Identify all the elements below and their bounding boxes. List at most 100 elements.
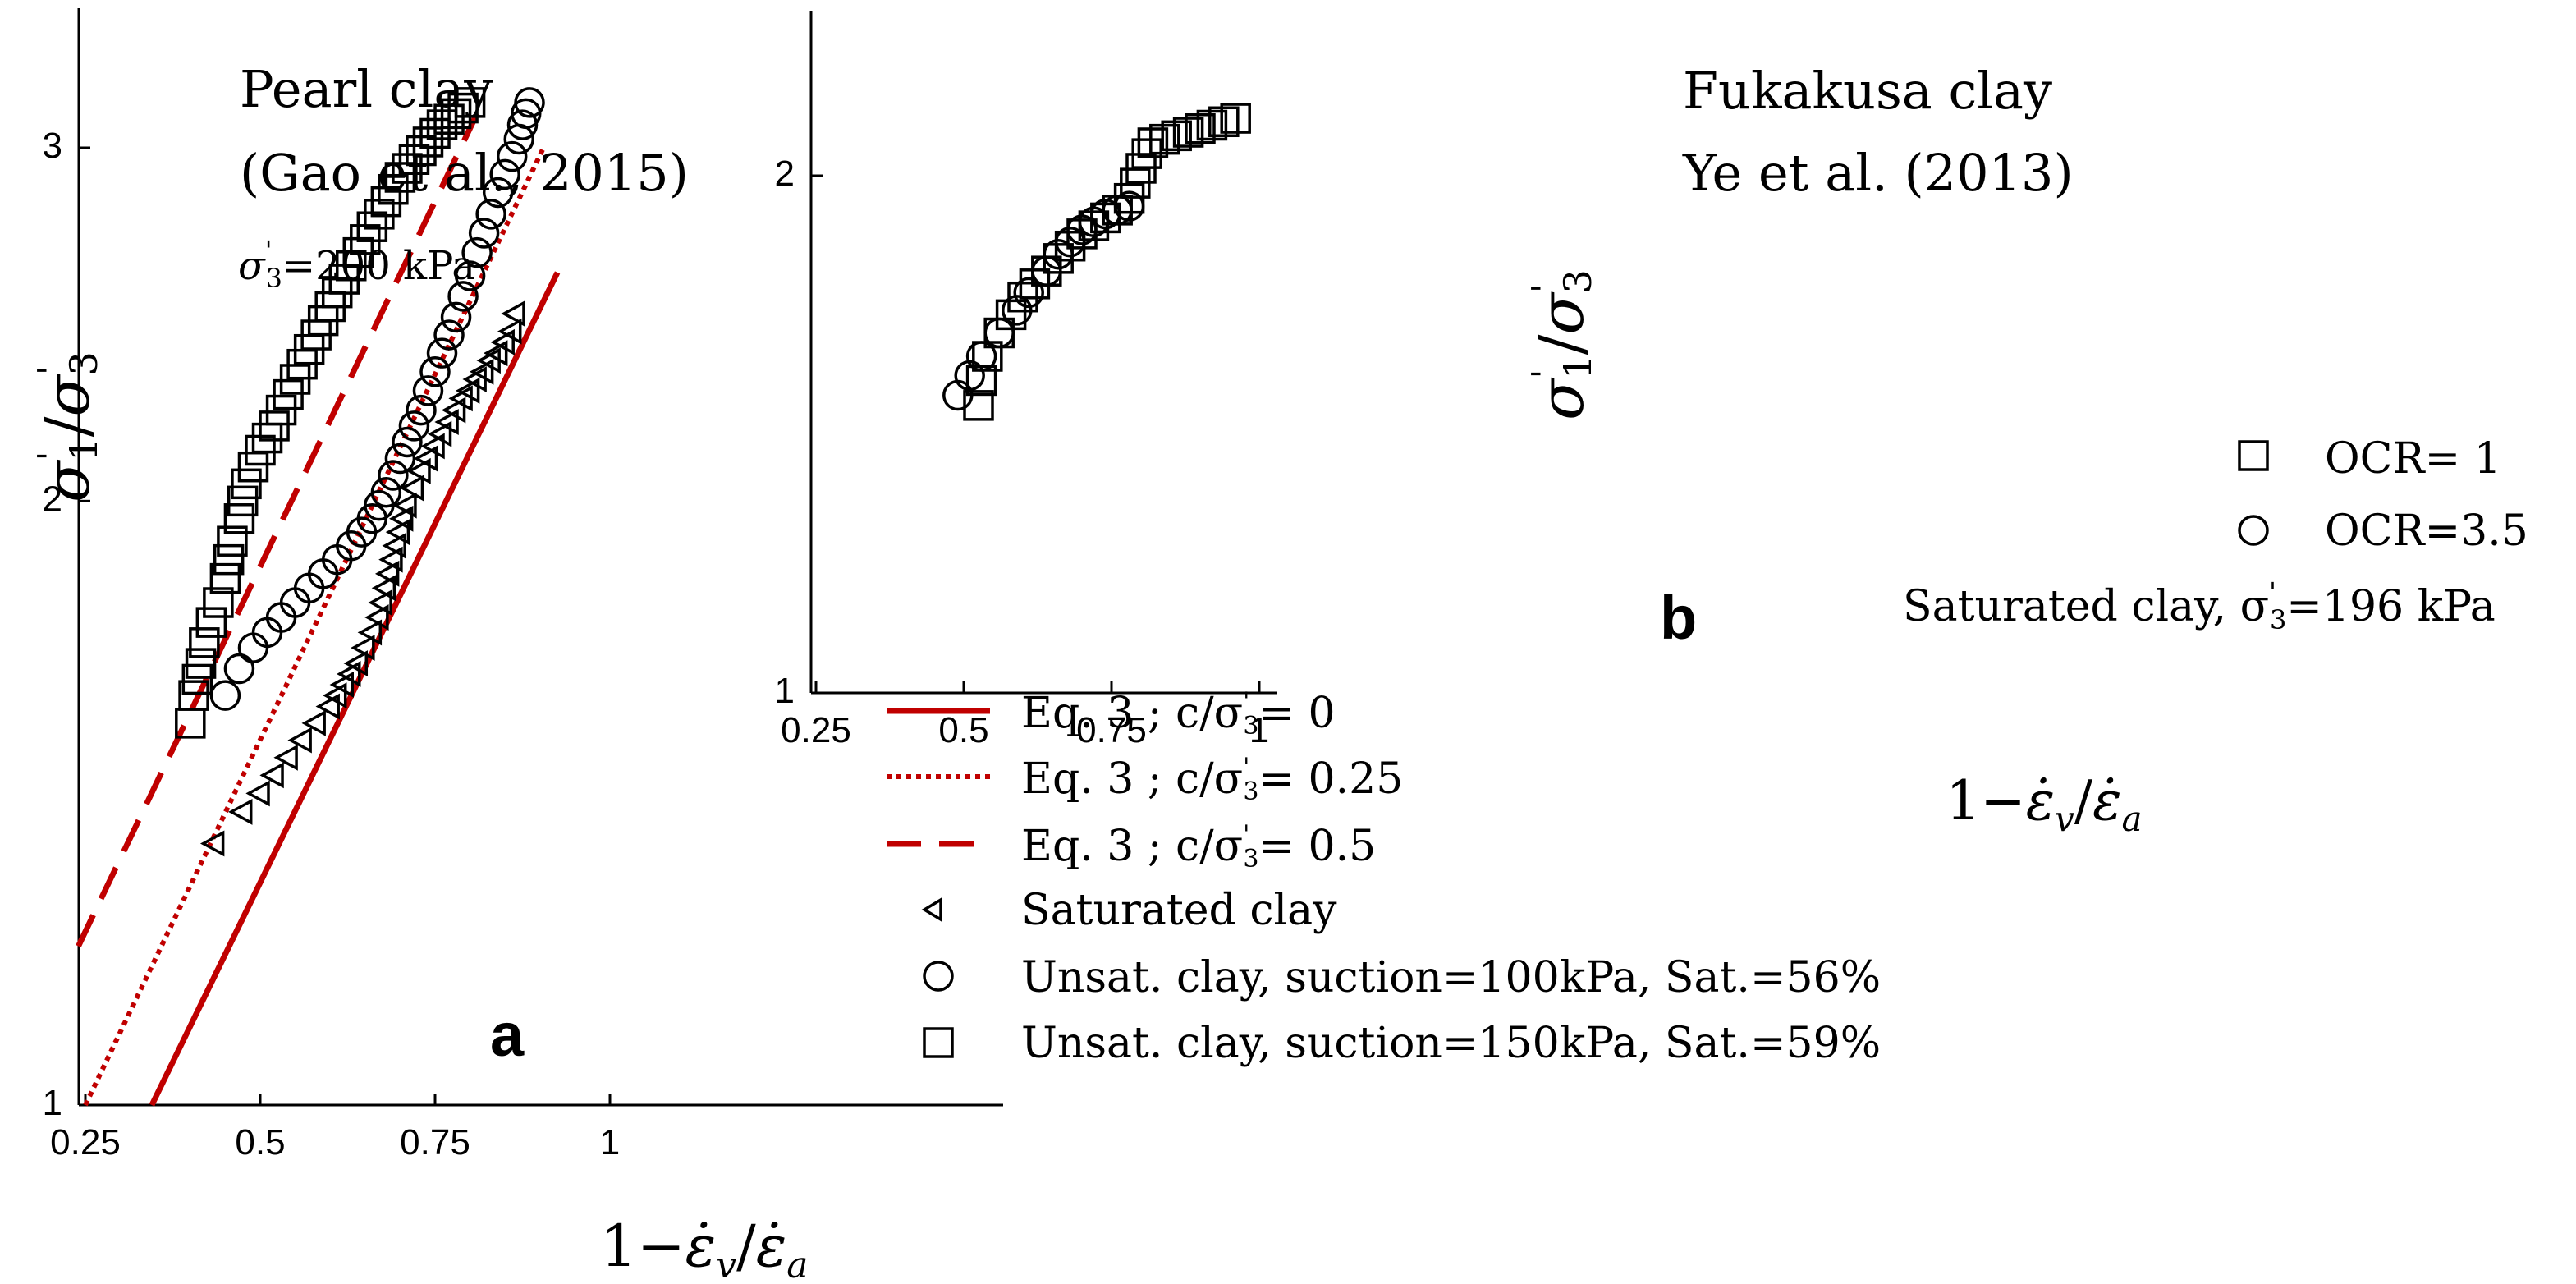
a-triangle-point bbox=[315, 693, 340, 720]
legend-label-unsat-100: Unsat. clay, suction=100kPa, Sat.=56% bbox=[1021, 953, 1881, 1002]
panel-b-note: Saturated clay, σ' 3=196 kPa bbox=[1903, 576, 2496, 635]
a-triangle-point bbox=[434, 409, 459, 435]
panel-b-title-line2: Ye et al. (2013) bbox=[1682, 143, 2074, 203]
a-circle-point bbox=[392, 426, 423, 458]
a-triangle-point bbox=[364, 604, 389, 631]
a-circle-point bbox=[412, 375, 444, 406]
panel-b-letter: b bbox=[1660, 584, 1697, 652]
b-square-point bbox=[1220, 103, 1251, 134]
panel-b-tick-labels: 0.25 0.5 0.75 1 1 2 bbox=[775, 154, 1270, 750]
b-circle-point bbox=[1043, 239, 1074, 270]
b-square-point bbox=[1172, 117, 1204, 148]
a-square-point bbox=[209, 562, 241, 594]
b-x-tick-label: 1 bbox=[1249, 710, 1269, 750]
a-circle-point bbox=[433, 319, 465, 351]
legend-marker-circle bbox=[923, 961, 954, 992]
panel-a-chart: 0.25 0.5 0.75 1 1 2 3 Pearl clay (Gao et al., … bbox=[30, 8, 1881, 1284]
b-y-tick-label: 1 bbox=[775, 671, 795, 711]
b-circle-point bbox=[1054, 226, 1086, 258]
legend-label-saturated: Saturated clay bbox=[1021, 886, 1337, 935]
panel-b-y-axis-label: σ'1/σ'3 bbox=[1524, 269, 1600, 420]
a-circle-point bbox=[468, 218, 500, 249]
a-triangle-point bbox=[228, 798, 253, 825]
panel-a-y-axis-label: σ'1/σ'3 bbox=[30, 351, 106, 502]
a-triangle-point bbox=[420, 433, 445, 460]
a-square-point bbox=[213, 543, 245, 576]
a-triangle-point bbox=[497, 318, 522, 345]
a-square-point bbox=[217, 525, 248, 557]
a-triangle-point bbox=[378, 546, 403, 573]
a-triangle-point bbox=[382, 532, 406, 559]
a-square-point bbox=[189, 627, 220, 658]
b-circle-point bbox=[965, 341, 997, 372]
a-square-point bbox=[265, 394, 297, 426]
a-triangle-point bbox=[199, 830, 225, 857]
a-circle-point bbox=[454, 260, 486, 291]
panel-b-markers bbox=[942, 103, 1251, 421]
b-x-tick-label: 0.75 bbox=[1076, 710, 1147, 750]
a-circle-point bbox=[406, 394, 437, 426]
legend-label-eq3-c025: Eq. 3 ; c/σ' 3= 0.25 bbox=[1021, 753, 1403, 806]
a-triangle-point bbox=[343, 650, 369, 677]
a-x-tick-label: 0.5 bbox=[235, 1122, 285, 1162]
legend-marker-square bbox=[923, 1027, 954, 1058]
a-circle-point bbox=[419, 356, 451, 387]
a-triangle-point bbox=[501, 300, 525, 327]
a-triangle-point bbox=[301, 709, 326, 736]
a-x-tick-label: 0.75 bbox=[400, 1122, 470, 1162]
a-y-tick-label: 1 bbox=[43, 1083, 62, 1123]
a-triangle-point bbox=[287, 727, 312, 754]
a-triangle-point bbox=[469, 358, 494, 385]
panel-b-chart: 0.25 0.5 0.75 1 1 2 Fukakusa clay Ye et al. (… bbox=[775, 11, 2528, 839]
a-circle-point bbox=[223, 653, 255, 685]
a-triangle-point bbox=[323, 682, 347, 709]
a-triangle-point bbox=[406, 457, 431, 484]
a-circle-point bbox=[398, 410, 430, 442]
legend-marker-square-ocr1 bbox=[2238, 440, 2269, 471]
a-triangle-point bbox=[329, 672, 354, 698]
a-square-point bbox=[227, 485, 259, 517]
a-triangle-point bbox=[441, 397, 466, 424]
a-x-tick-label: 0.25 bbox=[50, 1122, 121, 1162]
a-triangle-point bbox=[374, 560, 400, 587]
a-square-point bbox=[454, 87, 486, 118]
a-triangle-point bbox=[388, 505, 414, 532]
a-model-line-dashed bbox=[76, 112, 480, 948]
panel-a-letter: a bbox=[490, 1001, 525, 1069]
a-square-point bbox=[259, 410, 290, 442]
legend-label-eq3-c05: Eq. 3 ; c/σ' 3= 0.5 bbox=[1021, 820, 1376, 874]
panel-b-legend: OCR= 1 OCR=3.5 Saturated clay, σ' 3=196 k… bbox=[1903, 434, 2528, 635]
a-triangle-point bbox=[484, 340, 508, 367]
a-square-point bbox=[178, 680, 209, 711]
legend-label-unsat-150: Unsat. clay, suction=150kPa, Sat.=59% bbox=[1021, 1019, 1881, 1068]
b-square-point bbox=[963, 390, 994, 421]
a-square-point bbox=[203, 587, 234, 618]
a-triangle-point bbox=[273, 744, 298, 771]
panel-b-axes bbox=[809, 11, 1277, 695]
a-square-point bbox=[185, 648, 217, 679]
a-y-tick-label: 2 bbox=[43, 479, 62, 519]
b-circle-point bbox=[983, 317, 1015, 349]
b-y-tick-label: 2 bbox=[775, 154, 795, 194]
a-circle-point bbox=[482, 177, 514, 209]
a-circle-point bbox=[384, 443, 416, 475]
a-triangle-point bbox=[357, 619, 383, 646]
b-circle-point bbox=[1002, 295, 1033, 326]
b-x-tick-label: 0.5 bbox=[938, 710, 988, 750]
b-circle-point bbox=[1031, 255, 1062, 287]
b-square-point bbox=[1161, 120, 1192, 152]
legend-label-eq3-c0: Eq. 3 ; c/σ' 3= 0 bbox=[1021, 687, 1336, 741]
a-square-point bbox=[223, 503, 255, 534]
a-triangle-point bbox=[371, 575, 396, 602]
panel-a-legend: Eq. 3 ; c/σ' 3= 0 Eq. 3 ; c/σ' 3= 0.25 Eq.… bbox=[887, 687, 1881, 1068]
legend-marker-circle-ocr35 bbox=[2238, 515, 2269, 546]
a-x-tick-label: 1 bbox=[600, 1122, 620, 1162]
legend-marker-triangle bbox=[921, 897, 942, 923]
a-circle-point bbox=[209, 680, 241, 711]
b-square-point bbox=[1185, 113, 1216, 144]
panel-a-condition: σ' 3=200 kPa bbox=[238, 235, 475, 294]
a-square-point bbox=[231, 468, 262, 500]
a-triangle-point bbox=[413, 445, 438, 472]
legend-label-ocr35: OCR=3.5 bbox=[2325, 507, 2528, 556]
